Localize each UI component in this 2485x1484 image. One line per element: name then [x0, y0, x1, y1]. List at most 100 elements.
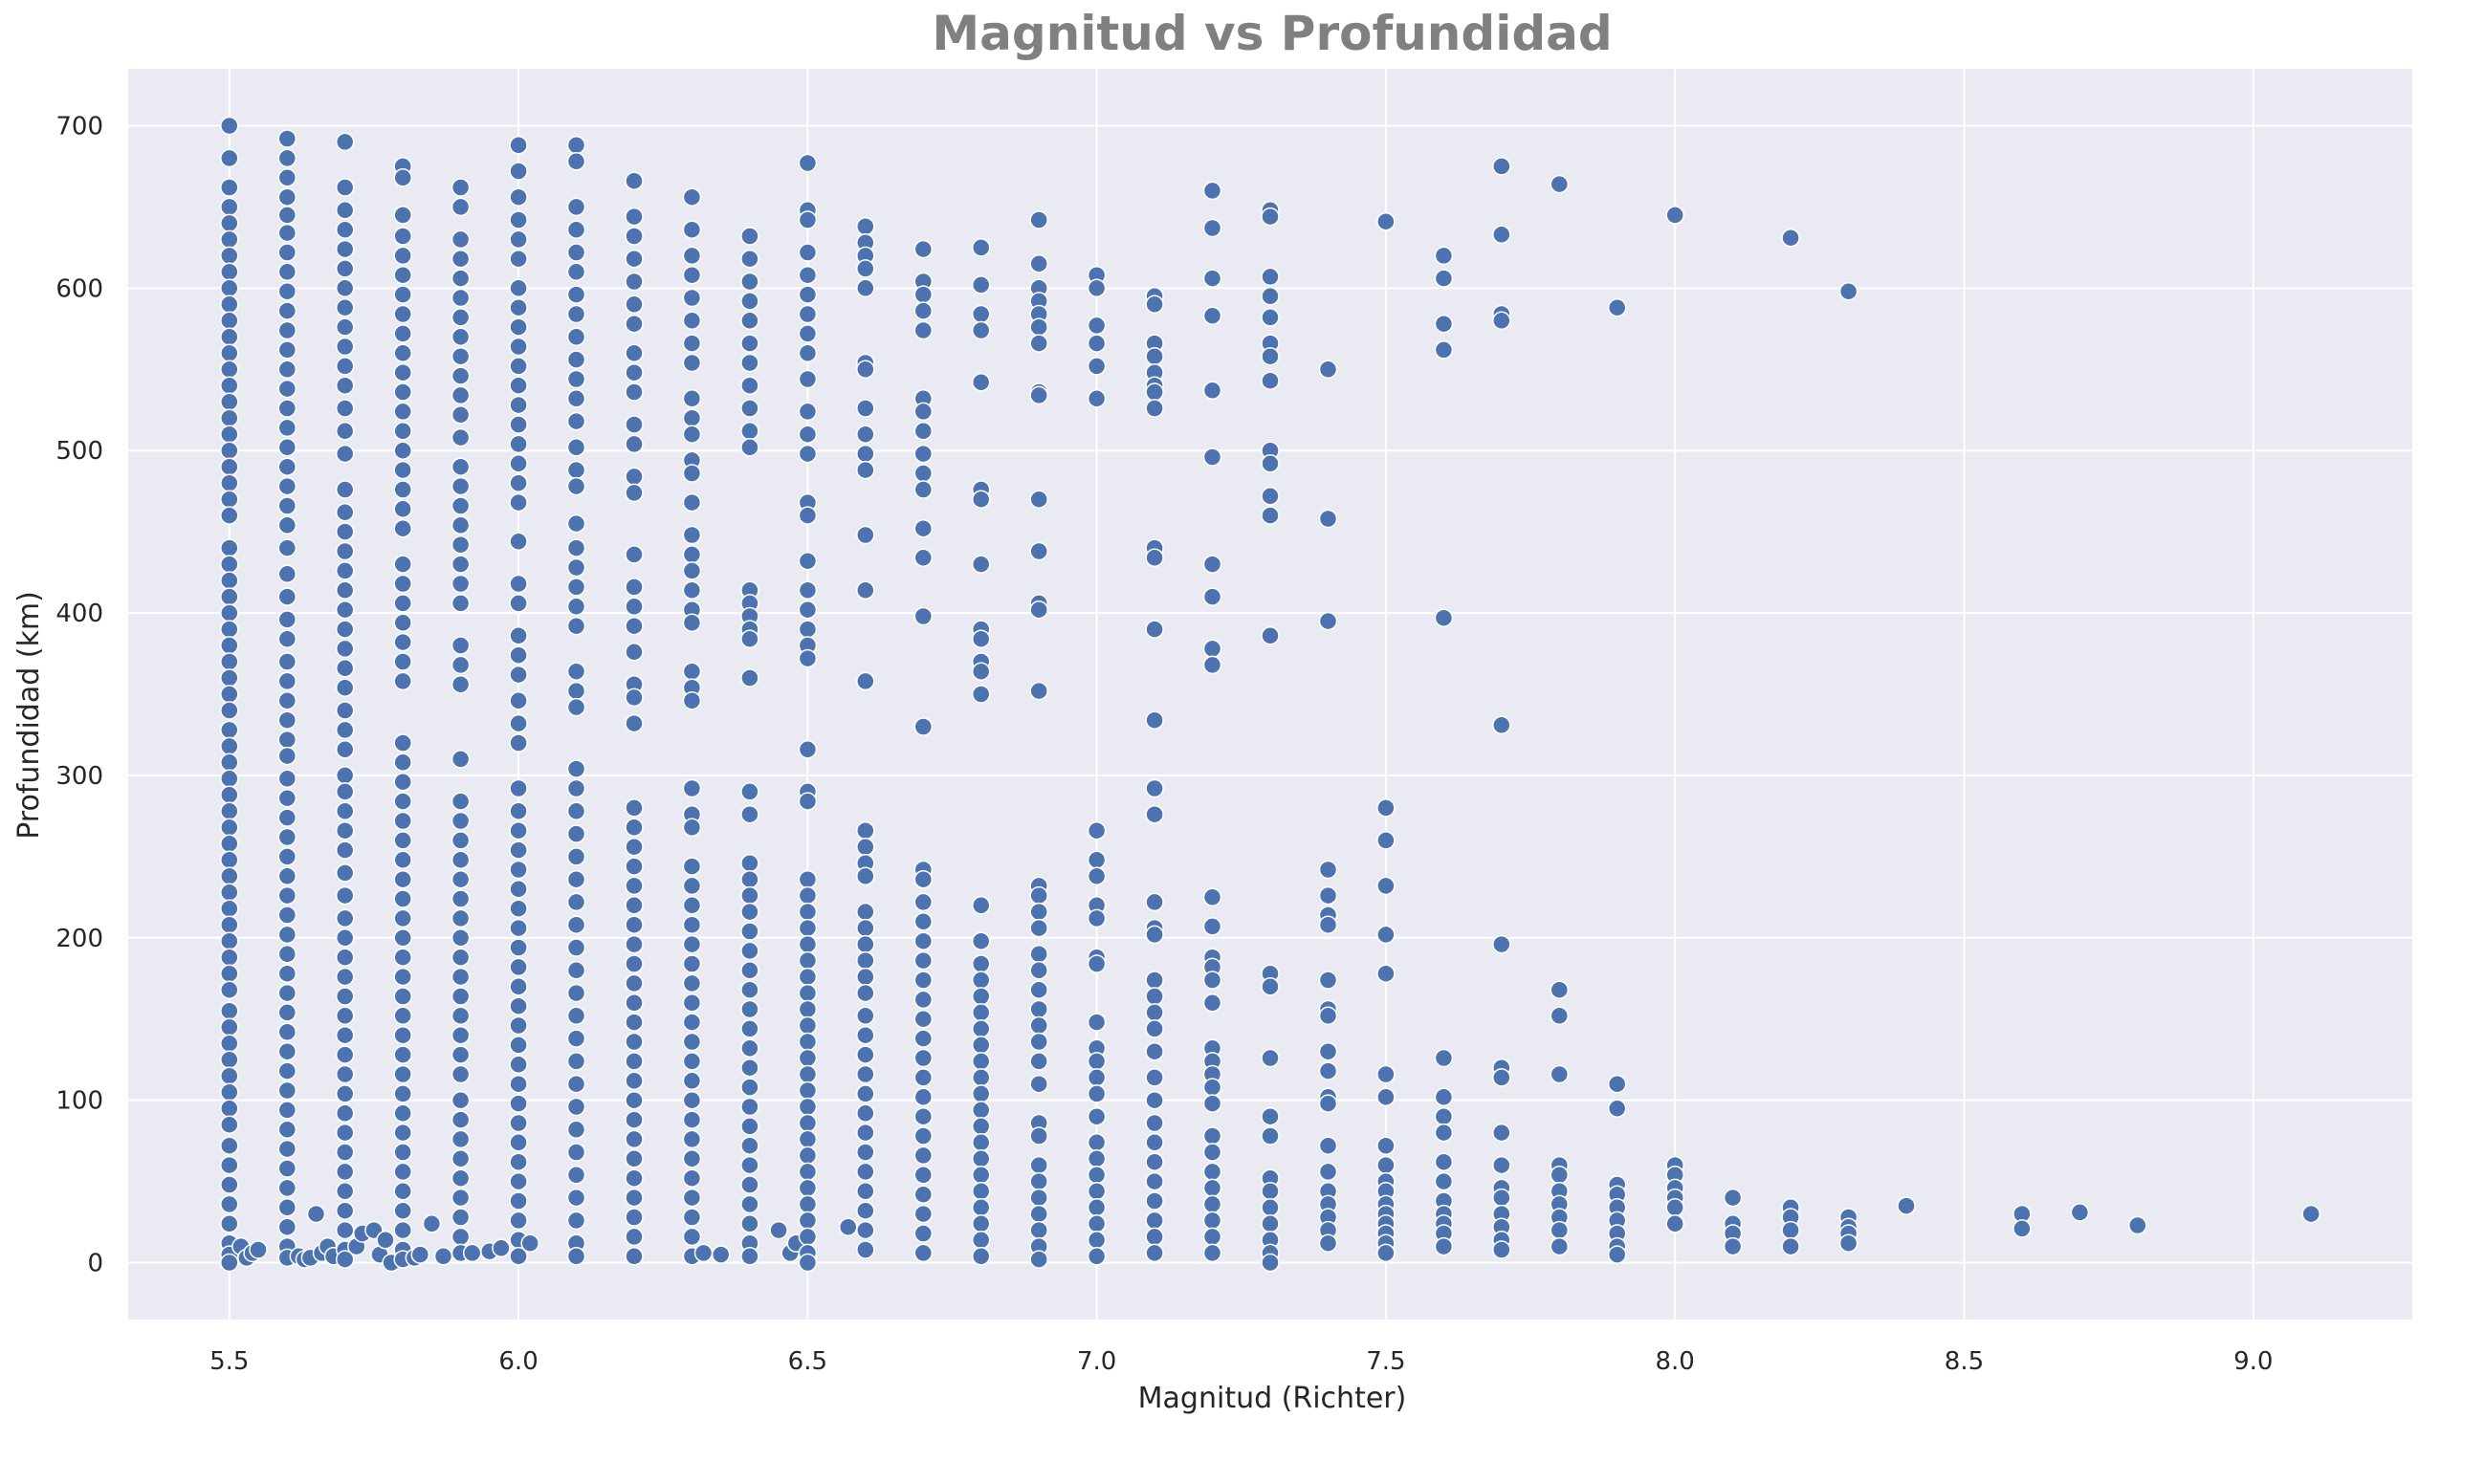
data-point — [335, 1143, 355, 1162]
data-point — [740, 399, 759, 418]
data-point — [393, 1220, 412, 1240]
data-point — [1261, 487, 1280, 506]
data-point — [509, 574, 528, 594]
data-point — [451, 831, 471, 850]
data-point — [625, 1013, 644, 1032]
data-point — [1492, 934, 1511, 954]
data-point — [740, 1117, 759, 1136]
data-point — [509, 473, 528, 492]
data-point — [566, 892, 586, 912]
data-point — [1087, 278, 1107, 298]
data-point — [509, 376, 528, 395]
data-point — [451, 288, 471, 308]
data-point — [566, 285, 586, 304]
data-point — [393, 1006, 412, 1026]
data-point — [220, 376, 239, 395]
data-point — [393, 948, 412, 967]
data-point — [856, 934, 875, 954]
data-point — [1261, 308, 1280, 327]
data-point — [1261, 1126, 1280, 1146]
data-point — [509, 210, 528, 229]
data-point — [1029, 902, 1048, 922]
data-point — [798, 1129, 818, 1149]
data-point — [682, 1208, 702, 1227]
data-point — [682, 492, 702, 513]
data-point — [971, 1003, 991, 1022]
data-point — [1550, 1236, 1570, 1256]
x-tick-label: 8.5 — [1945, 1347, 1984, 1376]
data-point — [410, 1245, 430, 1264]
data-point — [451, 327, 471, 347]
data-point — [335, 239, 355, 259]
data-point — [1492, 311, 1511, 331]
data-point — [913, 1087, 934, 1107]
data-point — [971, 1084, 991, 1103]
data-point — [277, 243, 297, 262]
data-point — [451, 1129, 471, 1149]
data-point — [913, 1068, 934, 1087]
data-point — [1492, 225, 1511, 245]
data-point — [1376, 1155, 1396, 1175]
x-tick-label: 7.0 — [1077, 1347, 1116, 1376]
data-point — [625, 1149, 644, 1168]
data-point — [277, 730, 297, 750]
data-point — [451, 675, 471, 694]
data-point — [335, 840, 355, 860]
data-point — [798, 1194, 818, 1214]
data-point — [393, 987, 412, 1006]
data-point — [798, 1064, 818, 1084]
data-point — [798, 1080, 818, 1101]
data-point — [1202, 269, 1222, 288]
data-point — [913, 931, 934, 950]
data-point — [462, 1243, 482, 1263]
data-point — [625, 434, 644, 454]
data-point — [798, 950, 818, 971]
data-point — [740, 1214, 759, 1233]
data-point — [913, 1048, 934, 1068]
data-point — [277, 262, 297, 282]
data-point — [625, 314, 644, 334]
data-point — [1202, 1143, 1222, 1162]
data-point — [1434, 246, 1454, 266]
data-point — [335, 220, 355, 239]
data-point — [1029, 1220, 1048, 1240]
data-point — [335, 132, 355, 152]
data-point — [393, 1162, 412, 1182]
data-point — [335, 502, 355, 522]
data-point — [740, 804, 759, 824]
data-point — [220, 178, 239, 197]
data-point — [625, 954, 644, 973]
data-point — [277, 399, 297, 418]
data-point — [509, 1191, 528, 1211]
data-point — [856, 278, 875, 298]
data-point — [509, 1152, 528, 1171]
data-point — [856, 866, 875, 886]
data-point — [2301, 1204, 2320, 1224]
data-point — [1145, 971, 1164, 990]
data-point — [220, 538, 239, 557]
data-point — [1145, 1171, 1164, 1191]
data-point — [971, 1149, 991, 1168]
data-point — [451, 1110, 471, 1129]
data-point — [971, 931, 991, 950]
data-point — [798, 648, 818, 668]
data-point — [220, 197, 239, 217]
data-point — [2012, 1219, 2032, 1238]
data-point — [856, 967, 875, 987]
data-point — [1087, 908, 1107, 928]
data-point — [566, 476, 586, 496]
data-point — [625, 1052, 644, 1071]
data-point — [798, 1253, 818, 1273]
data-point — [335, 278, 355, 298]
data-point — [1145, 1068, 1164, 1087]
data-point — [509, 1055, 528, 1075]
data-point — [1261, 626, 1280, 645]
data-point — [798, 1227, 818, 1247]
data-point — [971, 1198, 991, 1217]
data-point — [509, 1247, 528, 1266]
data-point — [798, 153, 818, 173]
data-point — [393, 1123, 412, 1143]
data-point — [277, 129, 297, 148]
data-point — [451, 308, 471, 327]
